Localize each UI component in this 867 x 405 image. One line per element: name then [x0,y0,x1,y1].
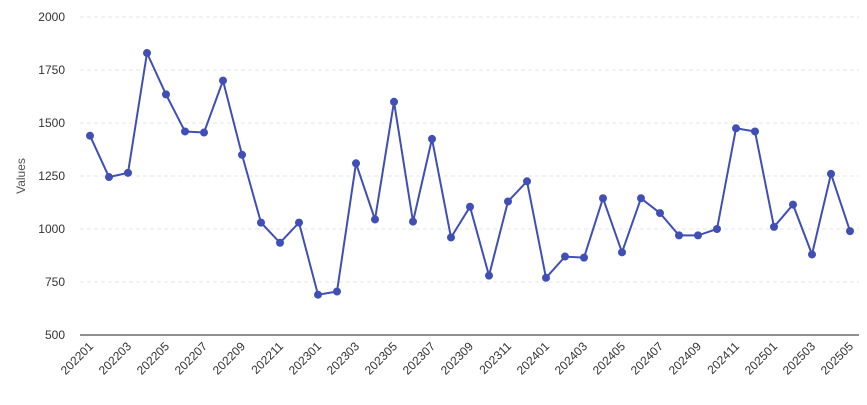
data-point-202203[interactable] [124,168,132,177]
y-tick-label: 500 [45,328,65,342]
data-point-202412[interactable] [751,127,759,136]
x-tick-label: 202401 [514,339,552,377]
x-tick-label: 202501 [742,339,780,377]
x-tick-label: 202305 [362,339,400,377]
y-axis-title: Values [14,158,28,194]
data-point-202503[interactable] [808,250,816,259]
data-point-202301[interactable] [314,290,322,299]
data-point-202212[interactable] [295,218,303,227]
data-point-202304[interactable] [371,215,379,224]
data-point-202307[interactable] [428,134,436,143]
x-tick-label: 202303 [324,339,362,377]
data-point-202207[interactable] [200,128,208,137]
x-tick-label: 202409 [666,339,704,377]
x-tick-label: 202301 [286,339,324,377]
data-point-202209[interactable] [238,150,246,159]
data-point-202311[interactable] [504,197,512,206]
x-tick-label: 202207 [172,339,210,377]
x-tick-label: 202209 [210,339,248,377]
data-point-202505[interactable] [846,227,854,236]
x-tick-label: 202201 [58,339,96,377]
data-point-202205[interactable] [162,90,170,99]
data-point-202403[interactable] [580,253,588,262]
data-point-202302[interactable] [333,287,341,296]
x-tick-label: 202403 [552,339,590,377]
data-point-202308[interactable] [447,233,455,242]
x-tick-label: 202309 [438,339,476,377]
data-point-202211[interactable] [276,238,284,247]
x-tick-label: 202405 [590,339,628,377]
data-point-202405[interactable] [618,248,626,257]
data-point-202404[interactable] [599,194,607,203]
data-point-202402[interactable] [561,252,569,261]
data-point-202312[interactable] [523,177,531,186]
x-tick-label: 202203 [96,339,134,377]
data-point-202401[interactable] [542,273,550,282]
data-point-202501[interactable] [770,222,778,231]
y-tick-label: 1000 [38,222,65,236]
data-point-202306[interactable] [409,217,417,226]
data-point-202407[interactable] [656,209,664,218]
x-tick-label: 202211 [249,339,287,377]
x-tick-label: 202311 [477,339,515,377]
data-point-202502[interactable] [789,200,797,209]
data-point-202208[interactable] [219,76,227,85]
x-tick-label: 202307 [400,339,438,377]
series-layer [86,49,854,299]
data-point-202411[interactable] [732,124,740,133]
y-tick-label: 750 [45,275,65,289]
data-point-202210[interactable] [257,218,265,227]
series-line [89,49,851,296]
data-point-202310[interactable] [485,271,493,280]
x-tick-label: 202411 [705,339,743,377]
data-point-202201[interactable] [86,131,94,140]
y-tick-label: 1500 [38,116,65,130]
x-tick-label: 202407 [628,339,666,377]
x-tick-label: 202205 [134,339,172,377]
data-point-202410[interactable] [713,225,721,233]
data-point-202504[interactable] [827,169,835,178]
y-tick-label: 2000 [38,10,65,24]
data-point-202409[interactable] [694,231,702,240]
data-point-202408[interactable] [675,231,683,240]
data-point-202305[interactable] [390,97,398,106]
data-point-202309[interactable] [466,202,474,211]
grid-layer [80,16,859,283]
data-point-202303[interactable] [352,159,360,168]
x-tick-label: 202505 [818,339,856,377]
data-point-202204[interactable] [143,49,151,58]
data-point-202406[interactable] [637,194,645,203]
data-point-202202[interactable] [105,173,113,182]
data-point-202206[interactable] [181,127,189,136]
x-tick-label: 202503 [780,339,818,377]
y-tick-label: 1250 [38,169,65,183]
y-tick-label: 1750 [38,63,65,77]
